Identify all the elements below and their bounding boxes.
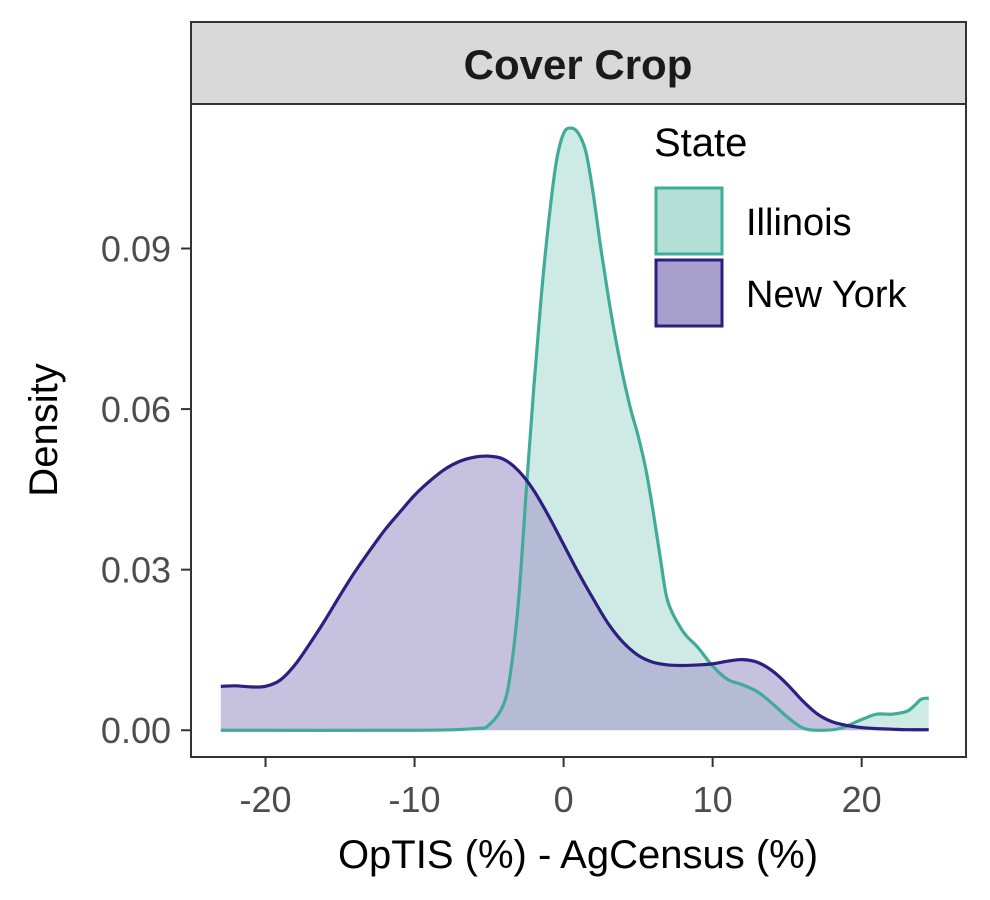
- legend: State Illinois New York: [654, 121, 908, 328]
- facet-strip-title: Cover Crop: [464, 41, 693, 88]
- facet-strip: [190, 21, 967, 105]
- legend-label-new-york: New York: [746, 274, 908, 316]
- y-axis: 0.00 0.03 0.06 0.09: [101, 229, 191, 751]
- x-tick-label: -20: [240, 779, 292, 820]
- area-illinois: [220, 128, 929, 731]
- density-lines: [220, 126, 929, 732]
- y-tick-label: 0.00: [101, 710, 171, 751]
- y-tick-label: 0.03: [101, 550, 171, 591]
- legend-key-illinois: [654, 186, 724, 256]
- legend-title: State: [654, 121, 747, 165]
- plot-border: [190, 103, 967, 758]
- x-tick-label: 0: [554, 779, 574, 820]
- line-illinois: [220, 126, 929, 732]
- line-new-york: [220, 454, 929, 732]
- x-axis-label: OpTIS (%) - AgCensus (%): [338, 833, 818, 877]
- x-tick-label: 10: [693, 779, 733, 820]
- legend-label-illinois: Illinois: [746, 202, 852, 244]
- x-tick-label: 20: [842, 779, 882, 820]
- x-tick-label: -10: [389, 779, 441, 820]
- y-tick-label: 0.09: [101, 229, 171, 270]
- x-axis: -20 -10 0 10 20: [240, 757, 882, 820]
- y-axis-label: Density: [22, 363, 66, 496]
- legend-key-new-york: [654, 258, 724, 328]
- y-tick-label: 0.06: [101, 389, 171, 430]
